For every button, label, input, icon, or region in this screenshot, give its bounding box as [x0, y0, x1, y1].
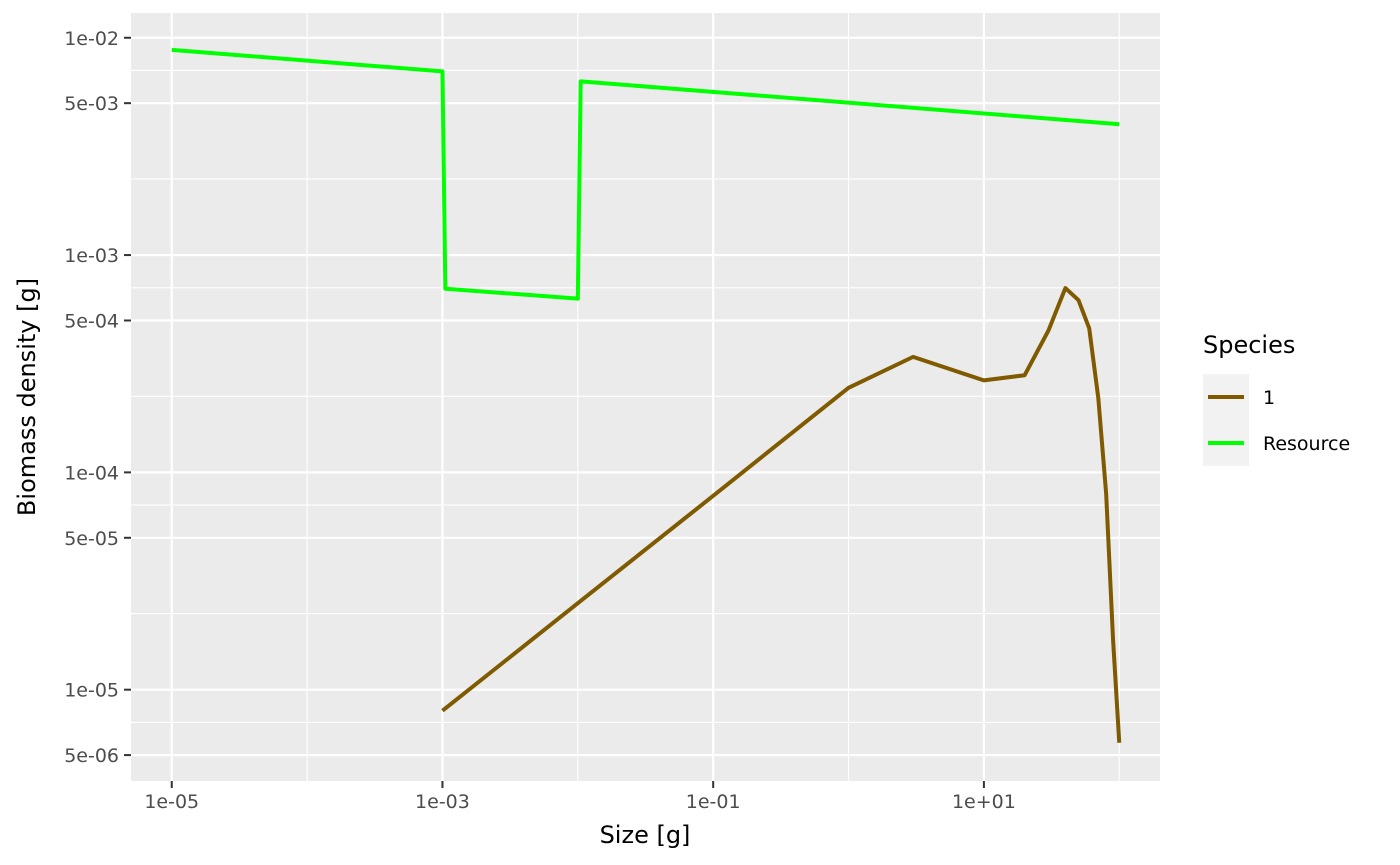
legend-label: Resource — [1263, 433, 1350, 455]
y-axis-title: Biomass density [g] — [13, 278, 41, 516]
y-tick-label: 5e-03 — [64, 93, 119, 115]
x-axis: 1e-05 1e-03 1e-01 1e+01 — [144, 781, 1016, 813]
x-tick-label: 1e+01 — [952, 791, 1016, 813]
legend-items: 1 Resource — [1203, 374, 1350, 466]
y-tick-label: 5e-04 — [64, 310, 119, 332]
x-tick-label: 1e-01 — [686, 791, 741, 813]
plot-panel — [131, 13, 1160, 781]
y-tick-label: 1e-05 — [64, 680, 119, 702]
legend-label: 1 — [1263, 387, 1275, 409]
x-axis-title: Size [g] — [600, 821, 691, 849]
x-tick-label: 1e-05 — [144, 791, 199, 813]
series-line-resource — [171, 47, 1120, 301]
y-tick-label: 1e-04 — [64, 462, 119, 484]
y-tick-label: 5e-05 — [64, 528, 119, 550]
minor-grid — [131, 13, 1160, 781]
major-grid — [131, 13, 1160, 781]
legend: Species 1 Resource — [1203, 331, 1350, 466]
x-tick-label: 1e-03 — [415, 791, 470, 813]
series-line-species-1 — [441, 286, 1122, 743]
y-axis: 1e-02 5e-03 1e-03 5e-04 1e-04 5e-05 1e-05 5e-06 — [64, 28, 131, 767]
y-tick-label: 5e-06 — [64, 745, 119, 767]
series-layer — [171, 47, 1122, 743]
legend-title: Species — [1203, 331, 1295, 359]
y-tick-label: 1e-02 — [64, 28, 119, 50]
y-tick-label: 1e-03 — [64, 245, 119, 267]
